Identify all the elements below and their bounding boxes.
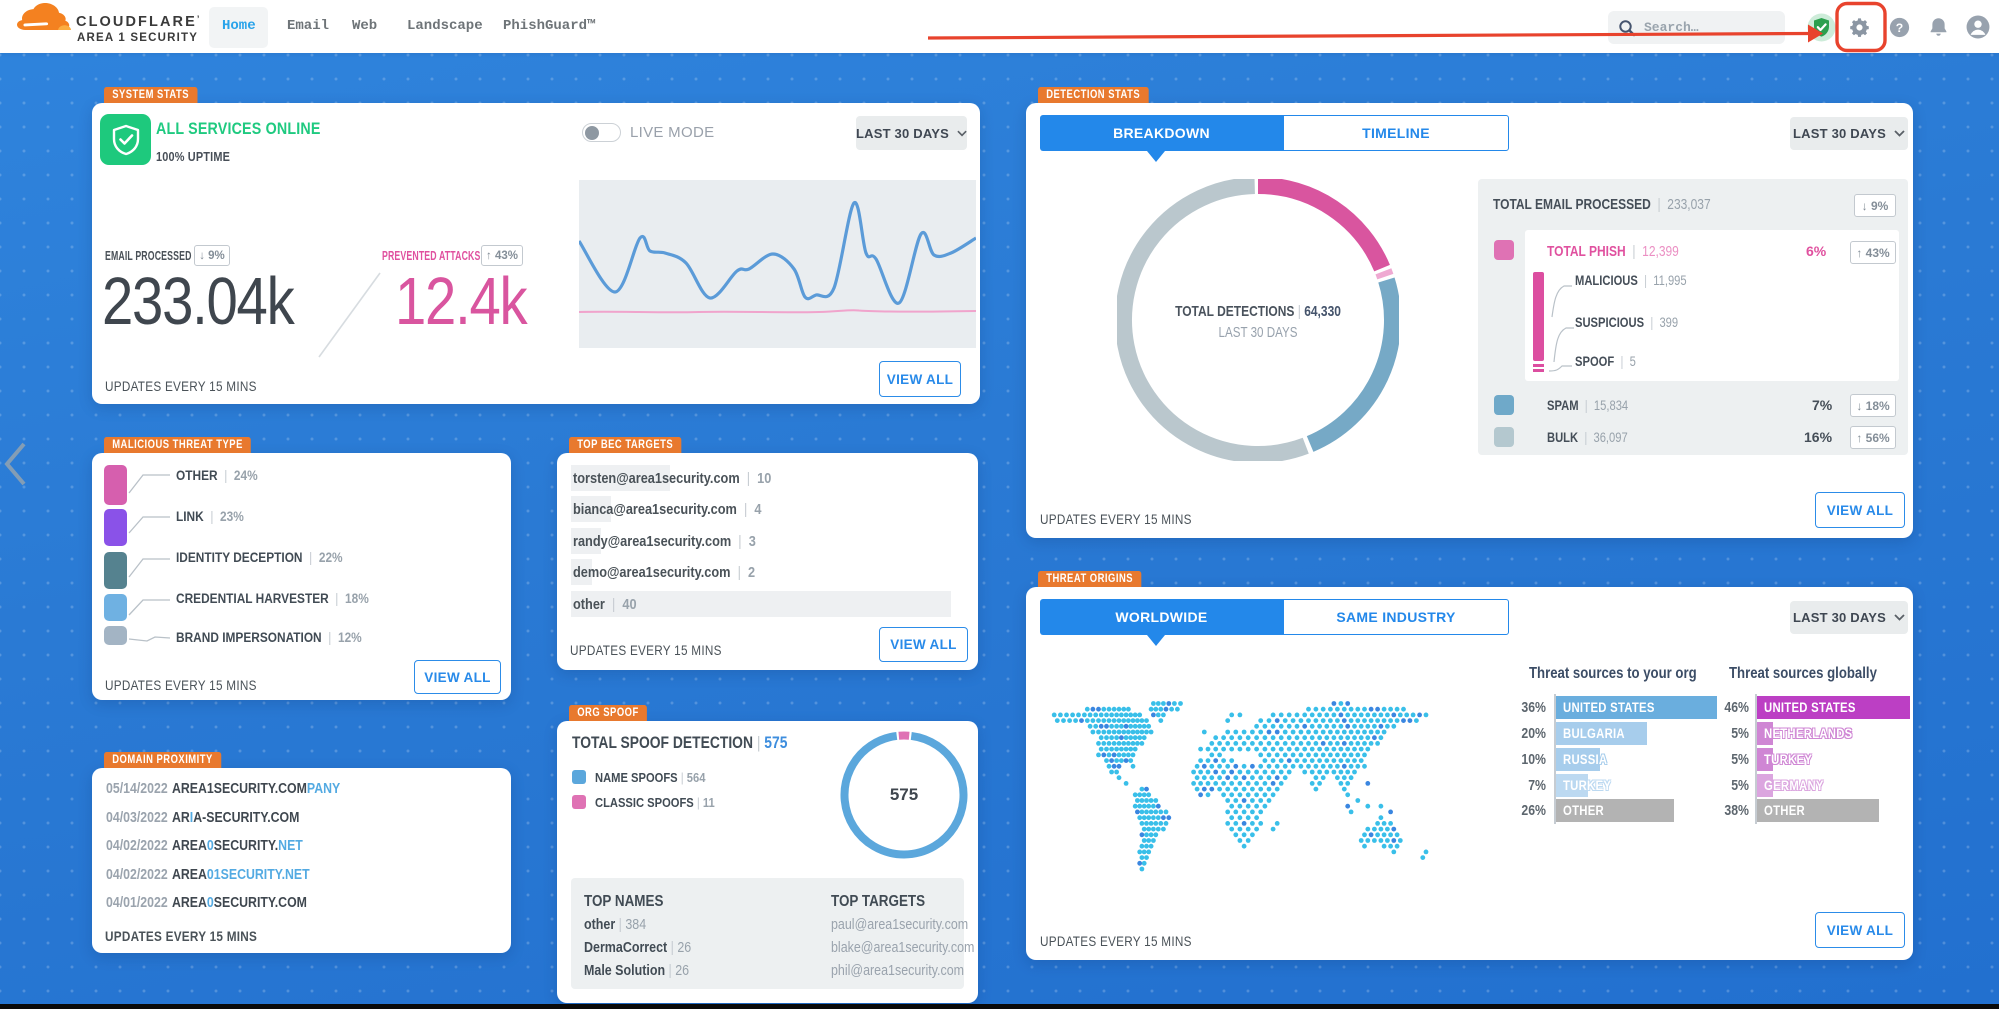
svg-text:?: ? [1896,21,1903,35]
